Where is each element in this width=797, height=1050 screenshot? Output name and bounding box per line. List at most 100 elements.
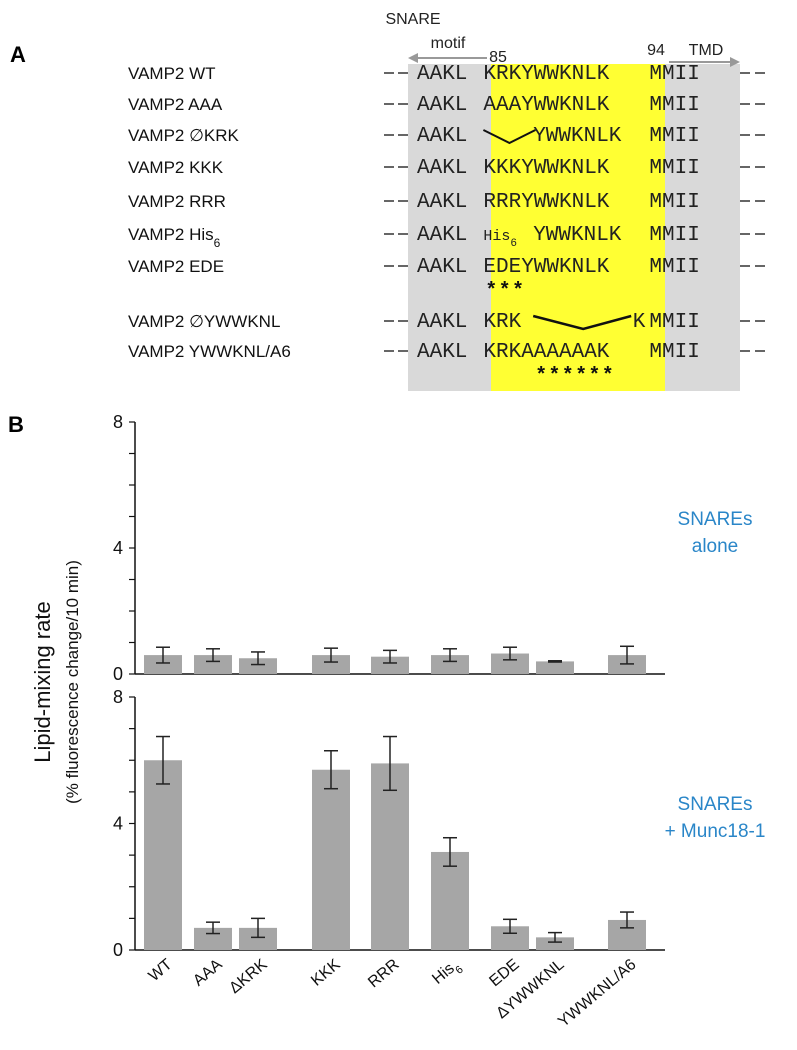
sequence-row: VAMP2 KKK AAKL KKKYWWKNLK MMII: [128, 157, 765, 180]
condition-label-line1: SNAREs: [678, 509, 753, 530]
seq-suffix: MMII: [649, 94, 699, 117]
construct-name: VAMP2 ∅KRK: [128, 126, 240, 145]
mutation-stars: * * * * * *: [537, 363, 612, 385]
sequence-row: VAMP2 WT AAKL KRKYWWKNLK MMII: [128, 63, 765, 86]
sequence-row: VAMP2 YWWKNL/A6 AAKL KRKAAAAAAK MMII * * * *…: [128, 341, 765, 385]
sequence-row: VAMP2 His6 AAKL His6 YWWKNLK MMII: [128, 224, 765, 250]
seq-suffix: MMII: [649, 63, 699, 86]
juxtamembrane-yellow-region: [491, 64, 665, 391]
seq-mid: KRKAAAAAAK: [483, 341, 609, 364]
category-label: His6: [429, 956, 466, 992]
condition-label-line2: + Munc18-1: [665, 821, 766, 842]
chart-snares-munc18: 0 4 8 SNAREs + Munc18-1: [113, 687, 765, 960]
deletion-mark: [532, 314, 632, 331]
condition-label-line2: alone: [692, 536, 739, 557]
tmd-label: TMD: [689, 42, 724, 59]
bar-AAA: [194, 927, 232, 950]
mutation-stars: * * *: [487, 278, 522, 300]
seq-suffix: MMII: [649, 125, 699, 148]
panel-a: A SNARE motif 85 94 TMD VAMP2 WT AAKL KRKY…: [10, 11, 765, 391]
bar-WT: [144, 655, 182, 674]
seq-mid: His6: [483, 228, 517, 250]
seq-prefix: AAKL: [417, 256, 467, 279]
y-tick-label: 8: [113, 412, 123, 432]
seq-suffix: MMII: [649, 224, 699, 247]
sequence-row: VAMP2 AAA AAKL AAAYWWKNLK MMII: [128, 94, 765, 117]
bar-KKK: [312, 769, 350, 950]
panel-a-label: A: [10, 42, 26, 67]
seq-mid: KKKYWWKNLK: [483, 157, 609, 180]
construct-name: VAMP2 KKK: [128, 158, 224, 177]
seq-mid: YWWKNLK: [533, 125, 622, 148]
y-tick-label: 0: [113, 664, 123, 684]
seq-mid: AAAYWWKNLK: [483, 94, 609, 117]
construct-name: VAMP2 RRR: [128, 192, 226, 211]
construct-name: VAMP2 YWWKNL/A6: [128, 342, 291, 361]
bar-RRR: [371, 763, 409, 950]
bar-KKK: [312, 655, 350, 674]
seq-suffix: MMII: [649, 191, 699, 214]
construct-name: VAMP2 WT: [128, 64, 216, 83]
y-tick-label: 8: [113, 687, 123, 707]
sequence-row: VAMP2 ∅YWWKNL AAKL KRK K MMII: [128, 311, 765, 334]
seq-suffix: MMII: [649, 341, 699, 364]
seq-mid2: YWWKNLK: [533, 224, 622, 247]
y-tick-label: 4: [113, 538, 123, 558]
seq-prefix: AAKL: [417, 224, 467, 247]
bar-ΔYWWKNL: [536, 661, 574, 674]
seq-mid: KRK: [483, 311, 521, 334]
seq-prefix: AAKL: [417, 311, 467, 334]
y-axis-subtitle: (% fluorescence change/10 min): [63, 560, 82, 804]
y-tick-label: 0: [113, 940, 123, 960]
sequence-row: VAMP2 EDE AAKL EDEYWWKNLK MMII * * *: [128, 256, 765, 300]
seq-prefix: AAKL: [417, 94, 467, 117]
snare-motif-label-2: motif: [431, 35, 466, 52]
construct-name: VAMP2 AAA: [128, 95, 223, 114]
snare-motif-arrowhead: [408, 53, 418, 63]
category-label: YWWKNL/A6: [555, 956, 640, 1031]
position-85: 85: [489, 49, 507, 66]
seq-prefix: AAKL: [417, 63, 467, 86]
seq-prefix: AAKL: [417, 191, 467, 214]
bar-EDE: [491, 926, 529, 950]
condition-label-line1: SNAREs: [678, 794, 753, 815]
construct-name: VAMP2 EDE: [128, 257, 224, 276]
seq-prefix: AAKL: [417, 341, 467, 364]
category-label: ΔKRK: [226, 956, 271, 997]
bar-EDE: [491, 653, 529, 674]
bar-ΔKRK: [239, 927, 277, 950]
bar-ΔYWWKNL: [536, 937, 574, 950]
y-axis-title: Lipid-mixing rate: [30, 601, 55, 762]
bar-His6: [431, 655, 469, 674]
seq-mid: RRRYWWKNLK: [483, 191, 609, 214]
category-label: EDE: [486, 956, 522, 990]
seq-suffix: MMII: [649, 157, 699, 180]
deletion-mark: [482, 129, 536, 145]
seq-suffix: MMII: [649, 311, 699, 334]
bar-AAA: [194, 655, 232, 674]
seq-mid: EDEYWWKNLK: [483, 256, 609, 279]
seq-mid2: K: [633, 311, 646, 334]
category-label: WT: [146, 956, 176, 985]
sequence-row: VAMP2 RRR AAKL RRRYWWKNLK MMII: [128, 191, 765, 214]
category-label: KKK: [308, 956, 344, 990]
category-label: RRR: [365, 956, 402, 991]
bar-ΔKRK: [239, 658, 277, 674]
seq-mid: KRKYWWKNLK: [483, 63, 609, 86]
panel-b: B Lipid-mixing rate (% fluorescence chan…: [8, 412, 765, 1031]
seq-prefix: AAKL: [417, 157, 467, 180]
category-label: AAA: [190, 956, 226, 990]
bar-His6: [431, 851, 469, 950]
construct-name: VAMP2 His6: [128, 225, 221, 250]
bar-RRR: [371, 656, 409, 674]
construct-name: VAMP2 ∅YWWKNL: [128, 312, 280, 331]
seq-suffix: MMII: [649, 256, 699, 279]
tmd-arrowhead: [730, 57, 740, 67]
y-tick-label: 4: [113, 814, 123, 834]
sequence-row: VAMP2 ∅KRK AAKL YWWKNLK MMII: [128, 125, 765, 148]
chart-snares-alone: 0 4 8 SNAREs alone: [113, 412, 753, 684]
panel-b-label: B: [8, 412, 24, 437]
snare-motif-label-1: SNARE: [385, 11, 440, 28]
